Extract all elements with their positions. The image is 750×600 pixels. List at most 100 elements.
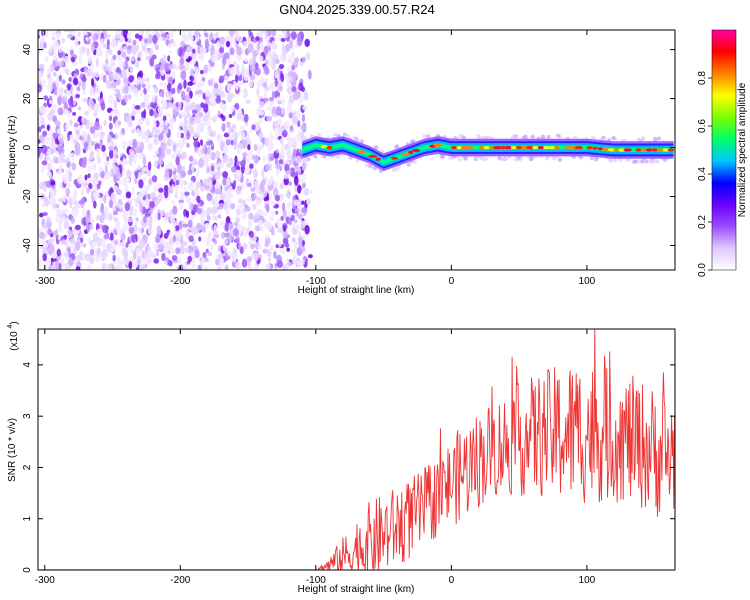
noise-speck (141, 249, 147, 259)
noise-speck (186, 46, 192, 54)
noise-speck (266, 249, 272, 258)
noise-speck (293, 219, 298, 224)
noise-speck (166, 33, 171, 41)
noise-speck (243, 72, 250, 82)
noise-speck (106, 38, 110, 48)
noise-speck (196, 124, 202, 134)
noise-speck (132, 208, 138, 217)
noise-speck (254, 62, 259, 70)
noise-speck (262, 155, 266, 163)
noise-speck (277, 260, 283, 269)
noise-speck (52, 132, 58, 138)
noise-speck (61, 37, 66, 44)
noise-speck (252, 203, 257, 210)
noise-speck (287, 55, 294, 65)
noise-speck (256, 109, 260, 117)
noise-speck (59, 152, 66, 161)
noise-speck (123, 112, 129, 118)
halo-speck (644, 159, 649, 164)
noise-speck (282, 237, 289, 245)
noise-speck (51, 62, 58, 68)
noise-speck (227, 193, 234, 199)
noise-speck (79, 146, 83, 151)
noise-speck (63, 94, 68, 103)
noise-speck (219, 36, 226, 44)
noise-speck (248, 152, 252, 158)
noise-speck (147, 82, 151, 93)
noise-speck (94, 70, 100, 78)
noise-speck (239, 125, 246, 132)
y-tick-label: 20 (22, 93, 33, 105)
noise-speck (59, 138, 64, 146)
noise-speck (142, 166, 148, 172)
noise-speck (218, 47, 225, 54)
noise-speck (291, 31, 297, 40)
noise-speck (264, 234, 269, 239)
noise-speck (278, 80, 283, 87)
noise-speck (43, 136, 49, 142)
halo-speck (412, 159, 417, 164)
noise-speck (292, 148, 297, 158)
noise-speck (75, 94, 80, 99)
noise-speck (230, 134, 235, 140)
noise-speck (288, 181, 292, 186)
noise-speck (137, 57, 141, 62)
noise-speck (235, 261, 241, 270)
noise-speck (145, 77, 150, 83)
noise-speck (248, 80, 254, 88)
noise-speck (224, 221, 230, 232)
noise-speck (274, 194, 280, 202)
x-tick-label: 0 (449, 276, 455, 287)
noise-speck (283, 120, 290, 131)
track-peak (391, 156, 398, 160)
noise-speck (306, 198, 311, 205)
track-peak (543, 146, 549, 150)
noise-speck (253, 67, 259, 75)
noise-speck (43, 30, 49, 38)
noise-speck (112, 205, 116, 212)
noise-speck (249, 128, 253, 134)
noise-speck (67, 83, 71, 91)
noise-speck (206, 177, 211, 184)
noise-speck (104, 210, 110, 221)
noise-speck (108, 122, 113, 130)
noise-speck (54, 260, 60, 270)
noise-speck (111, 264, 115, 270)
noise-speck (233, 247, 237, 255)
noise-speck (127, 45, 132, 50)
noise-speck (158, 31, 164, 41)
noise-speck (221, 63, 225, 70)
noise-speck (66, 229, 73, 238)
noise-speck (185, 34, 190, 42)
noise-speck (105, 49, 109, 59)
halo-speck (371, 165, 376, 170)
noise-speck (253, 213, 260, 220)
noise-speck (121, 154, 127, 160)
noise-speck (116, 264, 123, 270)
noise-speck (53, 72, 56, 77)
noise-speck (148, 209, 153, 215)
noise-speck (67, 33, 74, 39)
noise-speck (209, 32, 214, 40)
noise-speck (144, 118, 151, 127)
noise-speck (38, 258, 43, 267)
noise-speck (254, 264, 259, 270)
noise-speck (106, 65, 112, 72)
noise-speck (98, 166, 104, 173)
noise-speck (211, 206, 217, 215)
noise-speck (242, 242, 248, 250)
noise-speck (197, 264, 202, 270)
noise-speck (165, 148, 172, 155)
track-peak (645, 148, 653, 152)
noise-speck (124, 202, 131, 212)
noise-speck (291, 86, 297, 93)
noise-speck (256, 42, 261, 51)
noise-speck (178, 121, 184, 127)
noise-speck (268, 132, 273, 143)
noise-speck (267, 178, 273, 186)
noise-speck (70, 238, 76, 245)
noise-speck (122, 223, 129, 233)
noise-speck (174, 185, 179, 196)
noise-speck (45, 155, 50, 162)
